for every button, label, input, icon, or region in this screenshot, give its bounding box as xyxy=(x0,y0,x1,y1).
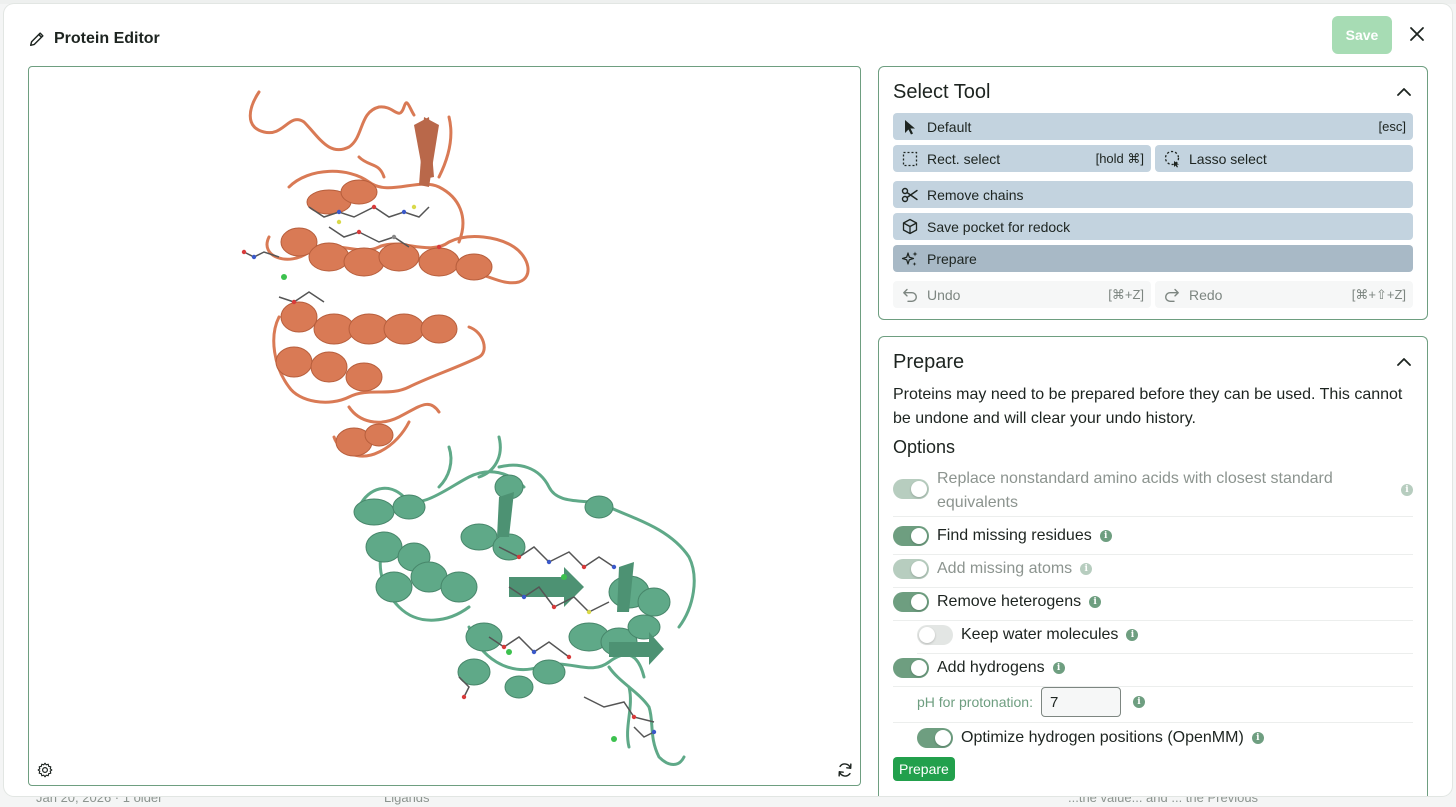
add-missing-atoms-label: Add missing atoms xyxy=(937,560,1073,577)
tool-default[interactable]: Default [esc] xyxy=(893,113,1413,140)
info-icon[interactable]: i xyxy=(1132,696,1145,708)
redo-button[interactable]: Redo [⌘+⇧+Z] xyxy=(1155,281,1413,308)
chevron-up-icon[interactable] xyxy=(1395,353,1413,371)
select-tool-panel: Select Tool Default [esc] Rect. select [… xyxy=(878,66,1428,320)
undo-shortcut: [⌘+Z] xyxy=(1108,286,1144,302)
remove-heterogens-label: Remove heterogens xyxy=(937,593,1082,610)
lasso-icon xyxy=(1163,150,1181,168)
tool-save-pocket[interactable]: Save pocket for redock xyxy=(893,213,1413,240)
close-icon[interactable] xyxy=(1405,22,1429,46)
info-icon[interactable]: i xyxy=(1052,662,1065,674)
tool-save-pocket-label: Save pocket for redock xyxy=(927,218,1071,235)
ph-input[interactable] xyxy=(1040,687,1121,717)
option-find-missing-residues: Find missing residues i xyxy=(893,524,1413,555)
prepare-panel: Prepare Proteins may need to be prepared… xyxy=(878,336,1428,796)
undo-icon xyxy=(901,286,919,304)
rect-select-icon xyxy=(901,150,919,168)
add-hydrogens-label: Add hydrogens xyxy=(937,659,1045,676)
option-add-hydrogens: Add hydrogens i xyxy=(893,656,1413,687)
modal-title: Protein Editor xyxy=(54,30,160,47)
tool-rect-select[interactable]: Rect. select [hold ⌘] xyxy=(893,145,1151,172)
chain-a-ribbon xyxy=(248,90,530,458)
info-icon[interactable]: i xyxy=(1251,732,1264,744)
add-missing-atoms-toggle[interactable] xyxy=(893,559,929,579)
scissors-icon xyxy=(901,186,919,204)
option-add-missing-atoms: Add missing atoms i xyxy=(893,557,1413,588)
tool-default-label: Default xyxy=(927,118,972,135)
ligand-b-atoms xyxy=(461,554,657,742)
gear-icon[interactable] xyxy=(37,762,53,778)
find-missing-residues-label: Find missing residues xyxy=(937,527,1092,544)
protein-editor-modal: Protein Editor Save xyxy=(4,4,1452,796)
sparkles-icon xyxy=(901,250,919,268)
info-icon[interactable]: i xyxy=(1080,563,1093,575)
ph-divider xyxy=(893,722,1413,723)
select-tool-title: Select Tool xyxy=(893,81,991,103)
optimize-hydrogens-label: Optimize hydrogen positions (OpenMM) xyxy=(961,729,1244,746)
modal-header: Protein Editor xyxy=(28,26,160,52)
tool-default-shortcut: [esc] xyxy=(1378,119,1406,134)
tool-prepare[interactable]: Prepare xyxy=(893,245,1413,272)
info-icon[interactable]: i xyxy=(1401,484,1413,496)
prepare-description: Proteins may need to be prepared before … xyxy=(893,386,1403,427)
protein-structure-render xyxy=(241,90,696,766)
undo-button[interactable]: Undo [⌘+Z] xyxy=(893,281,1151,308)
tool-rect-label: Rect. select xyxy=(927,150,1001,167)
option-remove-heterogens: Remove heterogens i xyxy=(893,590,1413,621)
ligand-a-atoms xyxy=(241,204,442,305)
replace-nonstandard-toggle[interactable] xyxy=(893,479,929,499)
refresh-icon[interactable] xyxy=(836,761,854,779)
keep-water-toggle[interactable] xyxy=(917,625,953,645)
backdrop-top xyxy=(0,0,1456,4)
cursor-icon xyxy=(901,118,919,136)
chain-a-helices xyxy=(275,179,493,457)
pencil-icon xyxy=(29,32,44,47)
ph-row: pH for protonation: i xyxy=(917,687,1145,717)
add-hydrogens-toggle[interactable] xyxy=(893,658,929,678)
info-icon[interactable]: i xyxy=(1126,629,1139,641)
find-missing-residues-toggle[interactable] xyxy=(893,526,929,546)
option-optimize-hydrogens: Optimize hydrogen positions (OpenMM) i xyxy=(917,726,1413,754)
tool-lasso-label: Lasso select xyxy=(1189,150,1267,167)
undo-label: Undo xyxy=(927,286,961,303)
info-icon[interactable]: i xyxy=(1089,596,1102,608)
tool-prepare-label: Prepare xyxy=(927,250,977,267)
prepare-title: Prepare xyxy=(893,351,965,373)
tool-lasso-select[interactable]: Lasso select xyxy=(1155,145,1413,172)
redo-shortcut: [⌘+⇧+Z] xyxy=(1351,286,1406,302)
options-title: Options xyxy=(893,437,956,457)
redo-label: Redo xyxy=(1189,286,1223,303)
chevron-up-icon[interactable] xyxy=(1395,83,1413,101)
replace-nonstandard-label: Replace nonstandard amino acids with clo… xyxy=(937,470,1333,511)
save-button[interactable]: Save xyxy=(1332,16,1392,54)
tool-remove-chains[interactable]: Remove chains xyxy=(893,181,1413,208)
tool-rect-shortcut: [hold ⌘] xyxy=(1095,150,1144,166)
remove-heterogens-toggle[interactable] xyxy=(893,592,929,612)
optimize-hydrogens-toggle[interactable] xyxy=(917,728,953,748)
keep-water-label: Keep water molecules xyxy=(961,626,1119,643)
chain-a-sheets xyxy=(414,117,439,187)
prepare-button[interactable]: Prepare xyxy=(893,757,955,781)
option-replace-nonstandard: Replace nonstandard amino acids with clo… xyxy=(893,467,1413,517)
option-keep-water: Keep water molecules i xyxy=(917,623,1413,654)
cube-icon xyxy=(901,218,919,236)
info-icon[interactable]: i xyxy=(1099,530,1112,542)
molecule-viewer[interactable] xyxy=(28,66,861,786)
tool-remove-chains-label: Remove chains xyxy=(927,186,1024,203)
redo-icon xyxy=(1163,286,1181,304)
ph-label: pH for protonation: xyxy=(917,694,1033,710)
